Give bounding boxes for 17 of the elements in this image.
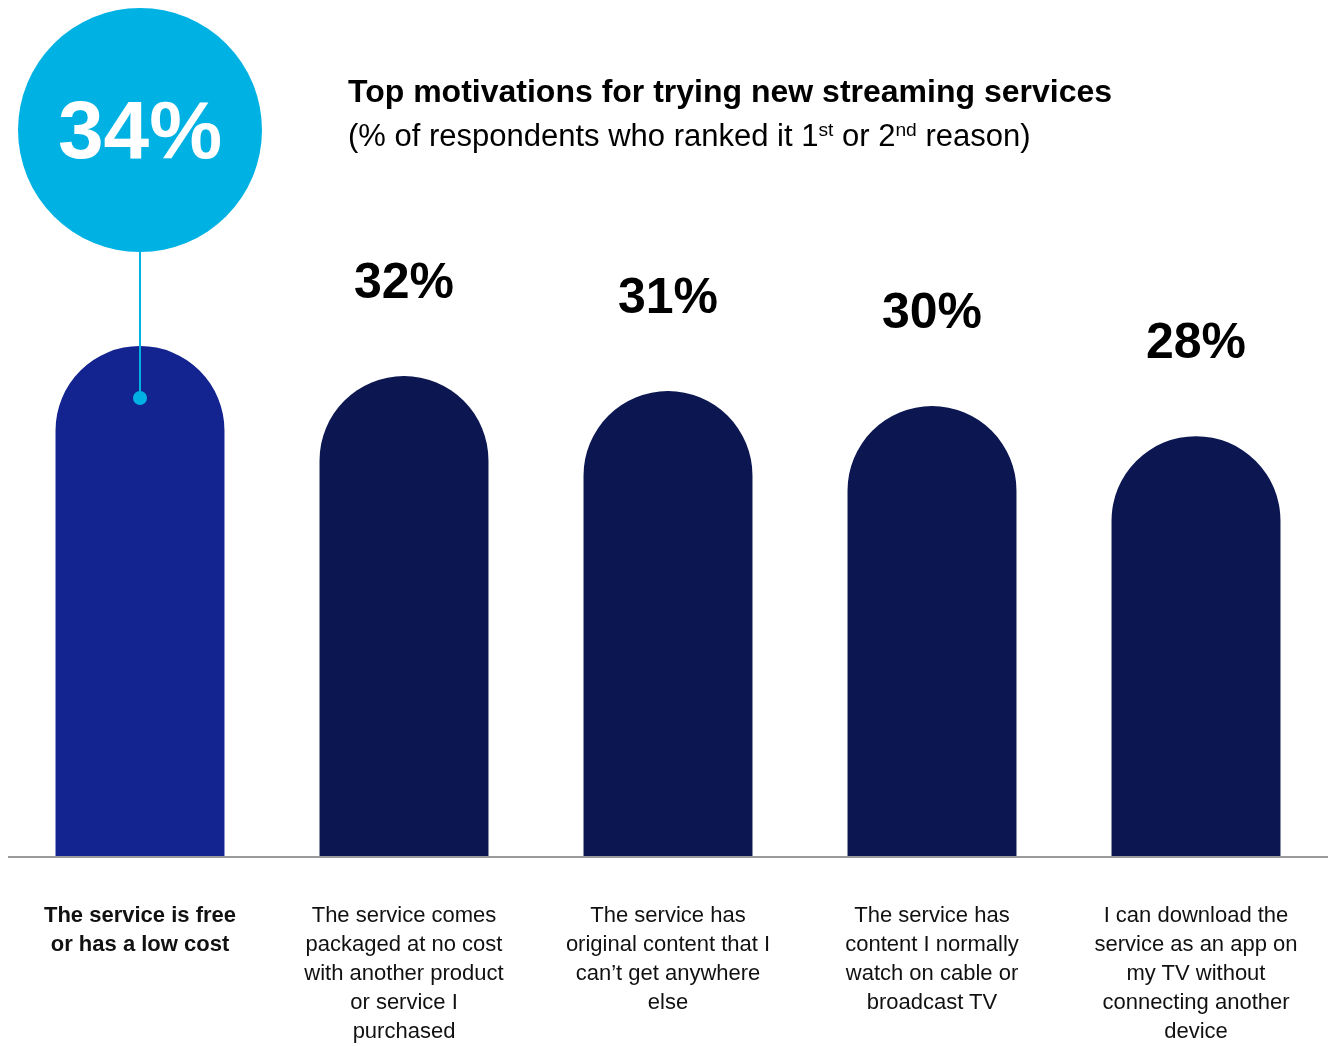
bar bbox=[1111, 436, 1281, 857]
bar bbox=[55, 346, 225, 857]
bar bbox=[319, 376, 489, 857]
x-tick-label: The service is free or has a low cost bbox=[43, 902, 237, 956]
data-label: 30% bbox=[881, 283, 983, 340]
x-tick-label: The service comes packaged at no cost with another product or service I purchased bbox=[303, 902, 504, 1043]
data-label: 32% bbox=[353, 253, 455, 310]
x-tick-label: The service has content I normally watch on cable or broadcast TV bbox=[844, 902, 1019, 1014]
data-label: 31% bbox=[617, 268, 719, 325]
chart-title: Top motivations for trying new streaming services bbox=[348, 73, 1113, 109]
x-tick-label: I can download the service as an app on my TV without connecting another device bbox=[1094, 902, 1298, 1043]
bar bbox=[583, 391, 753, 857]
data-label: 28% bbox=[1145, 313, 1247, 370]
data-label: 34% bbox=[57, 84, 223, 175]
x-tick-label: The service has original content that I can’t get anywhere else bbox=[565, 902, 771, 1014]
bar bbox=[847, 406, 1017, 857]
chart-subtitle: (% of respondents who ranked it 1$^{st}$ or 2$^{nd}$ reason) bbox=[348, 118, 1031, 153]
